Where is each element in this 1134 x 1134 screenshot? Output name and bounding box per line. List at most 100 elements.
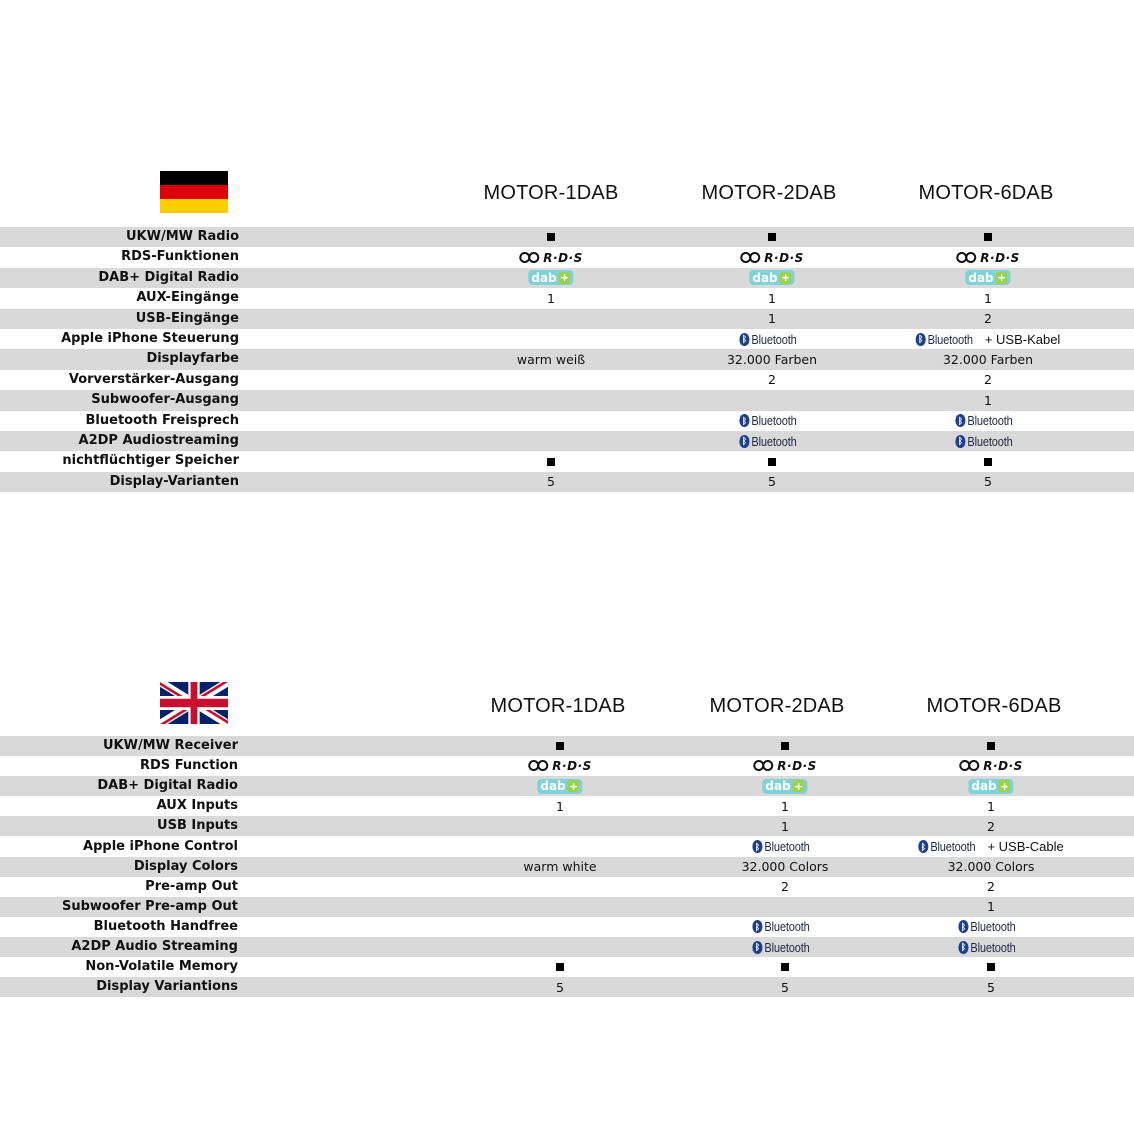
bluetooth-logo-icon: ᛒ Bluetooth [752,937,817,957]
square-bullet-icon [556,963,564,972]
table-row: Display Variantions 5 5 5 [0,977,1134,998]
rds-logo-text: R·D·S [543,250,583,265]
feature-label: Bluetooth Handfree [93,918,238,934]
table-row: Vorverstärker-Ausgang 2 2 [0,370,1134,390]
bluetooth-rune-icon: ᛒ [739,434,750,448]
bluetooth-rune-icon: ᛒ [752,940,763,954]
feature-label: UKW/MW Receiver [102,738,238,753]
rds-rings-icon [753,760,775,772]
rds-rings-icon [519,251,541,264]
bluetooth-logo-text: Bluetooth [751,331,797,347]
feature-label: A2DP Audio Streaming [71,939,238,954]
table-row: A2DP Audiostreaming ᛒ Bluetooth ᛒ Bluetooth [0,431,1134,452]
table-row: Pre-amp Out 2 2 [0,877,1134,897]
rds-logo-text: R·D·S [764,250,804,265]
feature-label: UKW/MW Radio [126,229,239,244]
table-row: RDS-Funktionen R·D·S R·D·S R·D·S [0,247,1134,267]
bluetooth-logo-text: Bluetooth [764,919,810,935]
plus-icon: + [998,779,1011,793]
table-row: A2DP Audio Streaming ᛒ Bluetooth ᛒ Bluetooth [0,937,1134,958]
bluetooth-logo-icon: ᛒ Bluetooth [739,431,804,451]
table-row: UKW/MW Radio [0,227,1134,248]
table-row: AUX-Eingänge 1 1 1 [0,288,1134,308]
bluetooth-logo-icon: ᛒ Bluetooth [739,411,804,431]
rds-rings-icon [959,760,981,772]
bluetooth-logo-text: Bluetooth [751,433,797,449]
table-row: UKW/MW Receiver [0,736,1134,757]
model-header-2: MOTOR-2DAB [701,182,837,204]
feature-value: 32.000 Colors [741,859,829,875]
feature-value: 1 [768,311,776,327]
feature-available-icon [984,227,992,247]
table-row: USB Inputs 1 2 [0,816,1134,837]
bluetooth-rune-icon: ᛒ [752,840,763,854]
dab-plus-logo-icon: dab + [968,776,1014,796]
feature-value: 1 [781,818,789,834]
bluetooth-rune-icon: ᛒ [955,414,966,428]
uk-flag-icon [160,682,228,724]
rds-logo-icon: R·D·S [519,247,582,267]
plus-icon: + [567,779,580,793]
feature-available-icon [556,736,564,756]
rds-rings-icon [528,760,550,772]
table-row: DAB+ Digital Radio dab + dab + dab + [0,267,1134,289]
table-row: DAB+ Digital Radio dab + dab + dab + [0,776,1134,797]
dab-plus-logo-icon: dab + [762,776,808,796]
bluetooth-logo-text: Bluetooth [927,331,973,347]
feature-value: 5 [781,979,789,995]
feature-value: 1 [987,798,995,814]
table-row: RDS Function R·D·S R·D·S R·D·S [0,756,1134,776]
feature-label: Non-Volatile Memory [85,959,238,975]
bluetooth-logo-text: Bluetooth [751,413,797,429]
bluetooth-logo-text: Bluetooth [970,919,1016,935]
plus-icon: + [792,779,805,793]
feature-value: 2 [987,818,995,834]
feature-available-icon [781,957,789,977]
bluetooth-rune-icon: ᛒ [918,840,929,854]
feature-label: AUX Inputs [156,798,238,814]
feature-available-icon [547,451,555,471]
feature-value: 1 [768,290,776,306]
bluetooth-logo-text: Bluetooth [764,939,810,955]
feature-value: 1 [547,290,555,306]
bluetooth-logo-icon: ᛒ Bluetooth [958,937,1023,957]
square-bullet-icon [547,457,555,466]
feature-label: Subwoofer Pre-amp Out [61,898,238,914]
feature-value: 2 [987,879,995,895]
square-bullet-icon [781,963,789,972]
rds-logo-text: R·D·S [552,759,592,774]
feature-label: Vorverstärker-Ausgang [68,371,239,387]
rds-logo-text: R·D·S [983,759,1023,774]
table-row: Apple iPhone Control ᛒ Bluetooth ᛒ Bluetooth… [0,837,1134,857]
feature-value: 2 [984,311,992,327]
bluetooth-logo-icon: ᛒ Bluetooth + USB-Kabel [915,329,1060,349]
bluetooth-rune-icon: ᛒ [955,434,966,448]
feature-available-icon [556,957,564,977]
table-row: AUX Inputs 1 1 1 [0,796,1134,816]
feature-label: Subwoofer-Ausgang [91,392,239,408]
table-row: Bluetooth Handfree ᛒ Bluetooth ᛒ Bluetooth [0,917,1134,937]
feature-label: Display-Varianten [109,473,239,489]
model-header-1: MOTOR-1DAB [483,182,619,204]
dab-plus-logo-icon: dab + [965,268,1011,288]
bluetooth-rune-icon: ᛒ [958,920,969,934]
square-bullet-icon [984,233,992,242]
feature-label: Apple iPhone Control [83,838,238,854]
bluetooth-logo-text: Bluetooth [930,839,976,855]
feature-value: 1 [984,290,992,306]
bluetooth-logo-icon: ᛒ Bluetooth [955,411,1020,431]
table-row: Bluetooth Freisprech ᛒ Bluetooth ᛒ Bluetooth [0,411,1134,431]
dab-plus-logo-icon: dab + [537,776,583,796]
feature-value: warm white [523,859,597,875]
feature-value: 1 [987,899,995,915]
feature-value: 2 [781,879,789,895]
bluetooth-rune-icon: ᛒ [739,332,750,346]
bluetooth-logo-text: Bluetooth [967,433,1013,449]
square-bullet-icon [987,742,995,751]
dab-logo-text: dab [968,270,994,285]
germany-flag-icon [160,171,228,213]
rds-logo-text: R·D·S [980,250,1020,265]
square-bullet-icon [768,457,776,466]
square-bullet-icon [781,742,789,751]
feature-label: Apple iPhone Steuerung [61,331,239,346]
